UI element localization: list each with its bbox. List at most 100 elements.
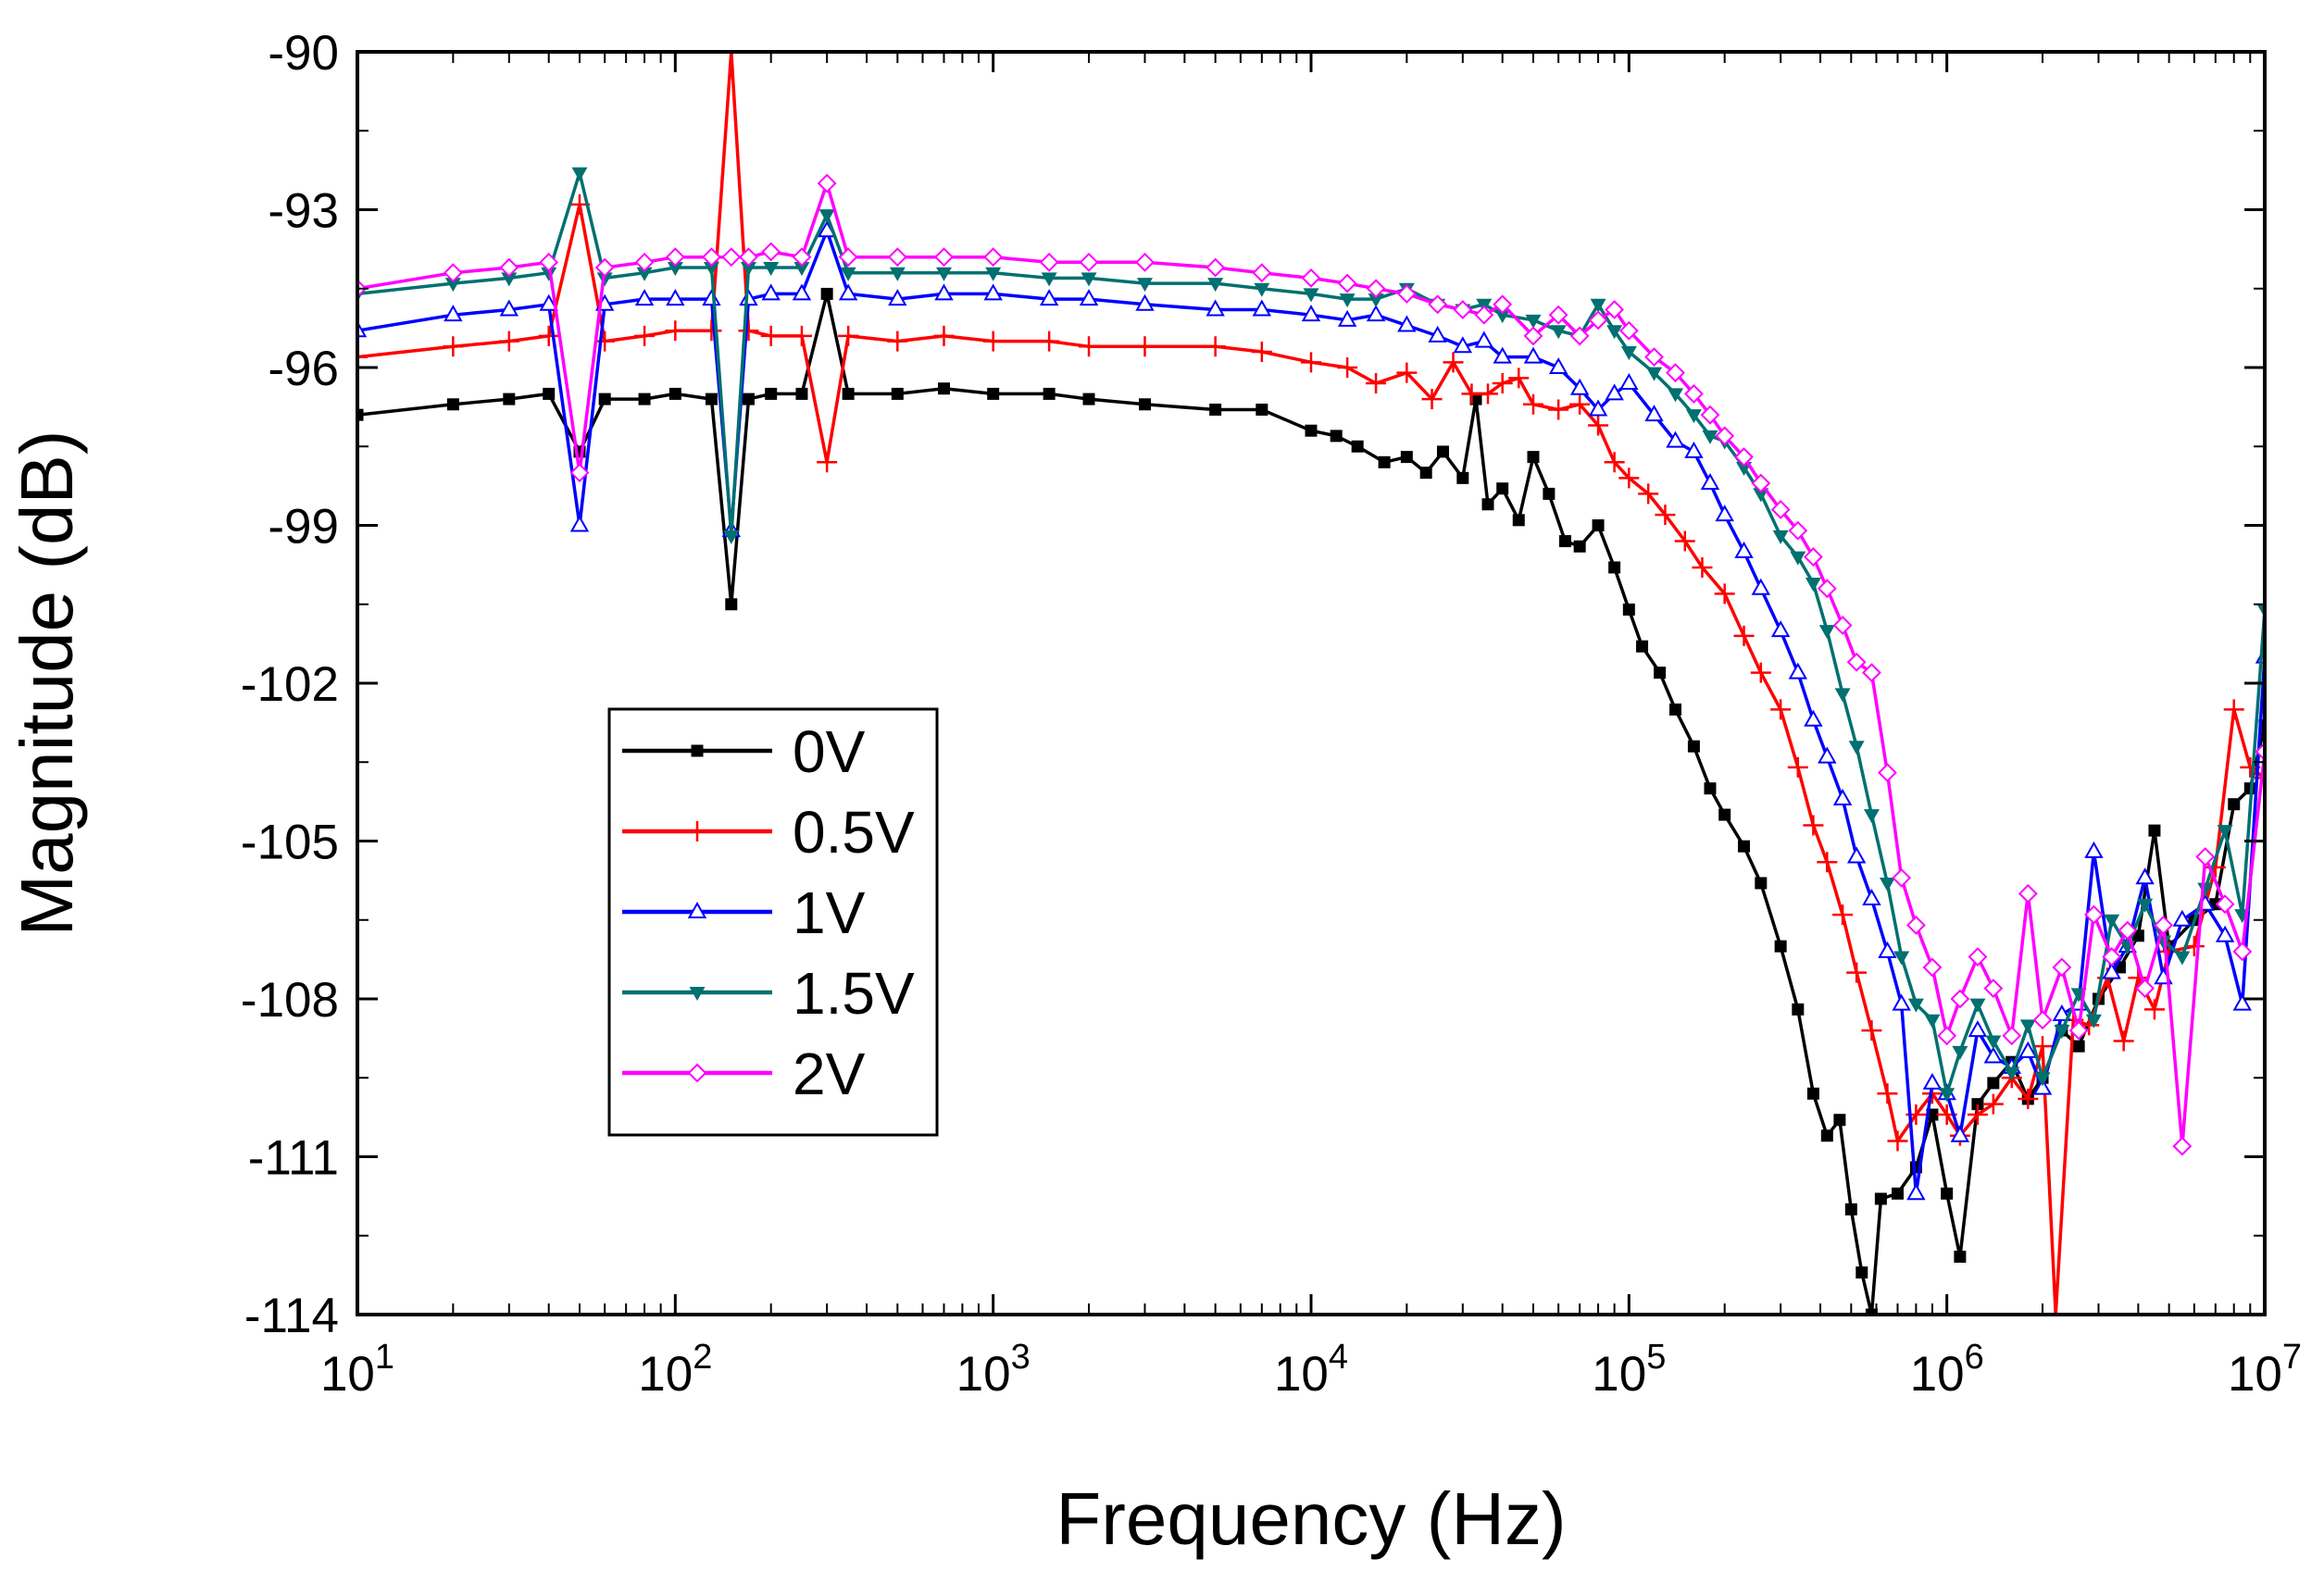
data-point	[2215, 894, 2235, 915]
data-point	[2102, 962, 2121, 979]
data-point	[1655, 505, 1676, 526]
data-point	[1865, 1308, 1878, 1315]
data-point	[1079, 336, 1100, 357]
data-point	[638, 393, 651, 405]
y-tick-label: -96	[268, 342, 339, 396]
data-point	[1950, 989, 1970, 1009]
data-point	[2034, 1072, 2051, 1087]
legend-item-0-5v: 0.5V	[622, 799, 915, 866]
data-point	[1969, 998, 1986, 1013]
data-point	[1702, 430, 1718, 444]
data-point	[1941, 1187, 1954, 1200]
data-point	[840, 267, 856, 281]
data-point	[2019, 1019, 2036, 1034]
data-point	[598, 393, 611, 405]
data-point	[1478, 383, 1498, 405]
data-point	[1330, 430, 1343, 443]
data-point	[842, 387, 855, 400]
legend-marker	[691, 744, 704, 757]
data-point	[634, 252, 655, 272]
data-point	[1569, 378, 1590, 395]
data-point	[1855, 1266, 1868, 1279]
data-point	[1878, 941, 1897, 958]
data-point	[721, 247, 742, 268]
data-point	[501, 272, 518, 287]
data-point	[1608, 561, 1621, 574]
data-point	[1792, 1003, 1805, 1016]
data-point	[2084, 904, 2104, 925]
data-point	[1751, 473, 1771, 493]
x-tick-label: 107	[2228, 1338, 2302, 1402]
data-point	[539, 293, 558, 311]
data-point	[838, 325, 859, 346]
data-point	[2032, 1078, 2053, 1095]
data-point	[723, 530, 740, 544]
data-point	[1684, 441, 1704, 458]
data-point	[1548, 399, 1569, 420]
data-point	[889, 267, 906, 281]
data-point	[2018, 883, 2038, 904]
data-point	[1493, 346, 1512, 364]
data-point	[2137, 898, 2154, 913]
data-point	[667, 262, 683, 277]
data-point	[1588, 415, 1609, 436]
legend-label: 1.5V	[793, 960, 915, 1027]
data-point	[1644, 405, 1664, 422]
data-point	[1550, 325, 1567, 340]
data-point	[1892, 867, 1912, 888]
data-point	[1848, 741, 1865, 755]
data-point	[1968, 947, 1988, 966]
data-point	[1206, 257, 1226, 278]
data-point	[1734, 447, 1754, 468]
data-point	[1400, 451, 1413, 464]
data-point	[1081, 272, 1097, 287]
data-point	[1879, 877, 1895, 892]
data-point	[1337, 273, 1357, 293]
series-line-2v	[357, 181, 2265, 1148]
data-point	[1368, 293, 1384, 308]
data-point	[2215, 925, 2235, 942]
data-point	[1968, 1020, 1988, 1038]
data-point	[1939, 1088, 1955, 1103]
data-point	[1983, 979, 2004, 999]
x-tick-label: 105	[1592, 1338, 1666, 1402]
data-point	[1674, 530, 1695, 552]
data-point	[1714, 583, 1735, 605]
data-point	[634, 289, 655, 306]
data-point	[1803, 815, 1824, 836]
data-point	[1863, 809, 1880, 824]
data-point	[1256, 403, 1268, 416]
data-point	[357, 408, 364, 421]
legend-box	[607, 707, 939, 1137]
data-point	[1339, 293, 1356, 308]
data-point	[1207, 278, 1224, 293]
data-point	[887, 330, 908, 352]
data-point	[2135, 867, 2155, 885]
data-point	[1685, 409, 1702, 424]
data-point	[1619, 373, 1639, 391]
data-point	[987, 387, 1000, 400]
data-point	[668, 387, 681, 400]
data-point	[1700, 473, 1720, 491]
data-point	[1804, 709, 1823, 727]
data-point	[1523, 326, 1543, 346]
data-point	[1205, 336, 1226, 357]
data-point	[1832, 616, 1853, 635]
data-point	[2068, 1020, 2089, 1041]
data-point	[2172, 909, 2193, 927]
data-point	[1337, 357, 1358, 378]
data-point	[1301, 305, 1321, 322]
data-point	[2255, 742, 2265, 762]
data-point	[1301, 268, 1321, 288]
data-point	[2174, 951, 2191, 966]
data-point	[1832, 904, 1854, 926]
x-tick-label: 101	[320, 1338, 394, 1402]
data-point	[1421, 389, 1443, 410]
legend-label: 1V	[793, 879, 866, 946]
data-point	[1638, 483, 1659, 505]
data-point	[498, 330, 519, 352]
data-point	[761, 283, 781, 301]
data-point	[665, 247, 685, 268]
data-point	[1512, 514, 1525, 527]
